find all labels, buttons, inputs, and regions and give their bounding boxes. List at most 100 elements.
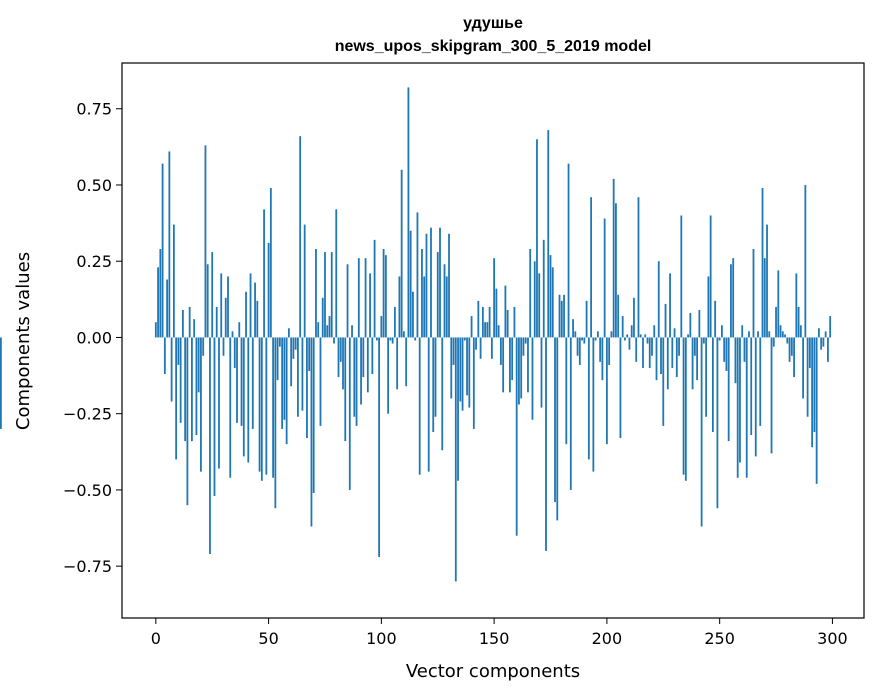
bar-140 bbox=[470, 316, 473, 338]
bar-86 bbox=[348, 337, 351, 490]
bar-122 bbox=[430, 227, 432, 338]
bar-10 bbox=[177, 337, 180, 365]
bar-244 bbox=[705, 337, 708, 417]
bar-242 bbox=[700, 337, 703, 527]
bar-223 bbox=[657, 261, 660, 338]
bar-58 bbox=[285, 337, 288, 445]
bar-252 bbox=[723, 337, 726, 362]
bar-241 bbox=[698, 310, 701, 338]
bar-248 bbox=[714, 300, 717, 338]
bar-26 bbox=[213, 337, 216, 497]
bar-271 bbox=[766, 224, 768, 338]
bar-83 bbox=[342, 337, 344, 390]
bar-238 bbox=[691, 337, 694, 390]
bar-295 bbox=[820, 337, 823, 350]
bar-103 bbox=[387, 337, 390, 414]
bar-164 bbox=[524, 337, 527, 344]
y-axis-ticks: −0.75 −0.50 −0.25 0.00 0.25 0.50 0.75 bbox=[63, 100, 122, 576]
bar-3 bbox=[161, 163, 164, 338]
bar-39 bbox=[242, 337, 245, 457]
bar-270 bbox=[763, 258, 766, 338]
bar-224 bbox=[660, 337, 662, 375]
bar-98 bbox=[375, 337, 378, 341]
bar-71 bbox=[315, 249, 317, 338]
bar-294 bbox=[817, 328, 820, 338]
bar-250 bbox=[718, 337, 721, 341]
bar-57 bbox=[283, 337, 286, 420]
bar-6 bbox=[168, 151, 171, 338]
x-tick-label: 100 bbox=[366, 629, 397, 648]
bar-290 bbox=[808, 337, 811, 368]
bar-225 bbox=[662, 337, 665, 426]
bar-157 bbox=[509, 337, 511, 393]
bar-156 bbox=[506, 310, 509, 338]
bar-229 bbox=[671, 337, 674, 368]
bar-158 bbox=[511, 337, 514, 381]
bar-18 bbox=[195, 337, 198, 436]
bar-210 bbox=[628, 337, 631, 350]
bar-50 bbox=[267, 242, 270, 338]
bar-189 bbox=[581, 337, 583, 341]
bar-34 bbox=[231, 331, 234, 338]
x-tick-label: 250 bbox=[704, 629, 735, 648]
bar-135 bbox=[459, 337, 462, 402]
bar-28 bbox=[218, 337, 220, 469]
bar-176 bbox=[551, 267, 554, 338]
bar-198 bbox=[601, 337, 604, 381]
bar-167 bbox=[531, 337, 534, 420]
bar-186 bbox=[574, 331, 577, 338]
bar-142 bbox=[475, 337, 477, 350]
bar-0 bbox=[154, 322, 157, 338]
bar-101 bbox=[382, 249, 385, 338]
bar-204 bbox=[615, 203, 617, 338]
bar-298 bbox=[827, 337, 829, 362]
bar-31 bbox=[224, 297, 227, 338]
bar-228 bbox=[669, 273, 671, 338]
bar-123 bbox=[432, 337, 435, 432]
bar-219 bbox=[648, 337, 651, 368]
bar-234 bbox=[682, 337, 685, 475]
bar-245 bbox=[707, 276, 710, 338]
bar-232 bbox=[678, 337, 680, 356]
bar-43 bbox=[251, 337, 254, 429]
bar-30 bbox=[222, 337, 225, 356]
bar-277 bbox=[779, 325, 782, 338]
bar-148 bbox=[488, 306, 491, 338]
bar-268 bbox=[759, 337, 762, 426]
bar-42 bbox=[249, 273, 252, 338]
bar-256 bbox=[732, 258, 735, 338]
bar-282 bbox=[790, 337, 793, 356]
bar-168 bbox=[533, 261, 536, 338]
bar-97 bbox=[373, 239, 376, 338]
bar-197 bbox=[599, 337, 602, 362]
bar-249 bbox=[716, 337, 719, 509]
bar-180 bbox=[560, 300, 563, 338]
bar-22 bbox=[204, 145, 207, 338]
bar-88 bbox=[353, 337, 356, 417]
bar-258 bbox=[736, 337, 739, 478]
bar-94 bbox=[366, 337, 369, 393]
bar-154 bbox=[502, 337, 505, 393]
bar-11 bbox=[179, 337, 182, 423]
bar-144 bbox=[479, 337, 482, 359]
chart-title: удушье bbox=[463, 15, 523, 32]
bar-74 bbox=[321, 297, 324, 338]
bar-117 bbox=[418, 337, 421, 475]
bar-222 bbox=[655, 337, 658, 381]
bar-236 bbox=[687, 334, 689, 338]
bar-40 bbox=[245, 291, 247, 338]
bar-276 bbox=[777, 270, 780, 338]
bar-84 bbox=[344, 337, 347, 442]
bar-49 bbox=[265, 337, 268, 475]
x-axis-ticks: 0 50 100 150 200 250 300 bbox=[151, 618, 848, 648]
bar-59 bbox=[287, 328, 290, 338]
bar-73 bbox=[319, 337, 322, 426]
bar-196 bbox=[596, 331, 599, 338]
bar-111 bbox=[405, 337, 408, 387]
bar-100 bbox=[380, 316, 383, 338]
bar-129 bbox=[445, 276, 448, 338]
bar-216 bbox=[642, 337, 644, 368]
bar-221 bbox=[653, 325, 656, 338]
chart-subtitle: news_upos_skipgram_300_5_2019 model bbox=[335, 38, 652, 55]
